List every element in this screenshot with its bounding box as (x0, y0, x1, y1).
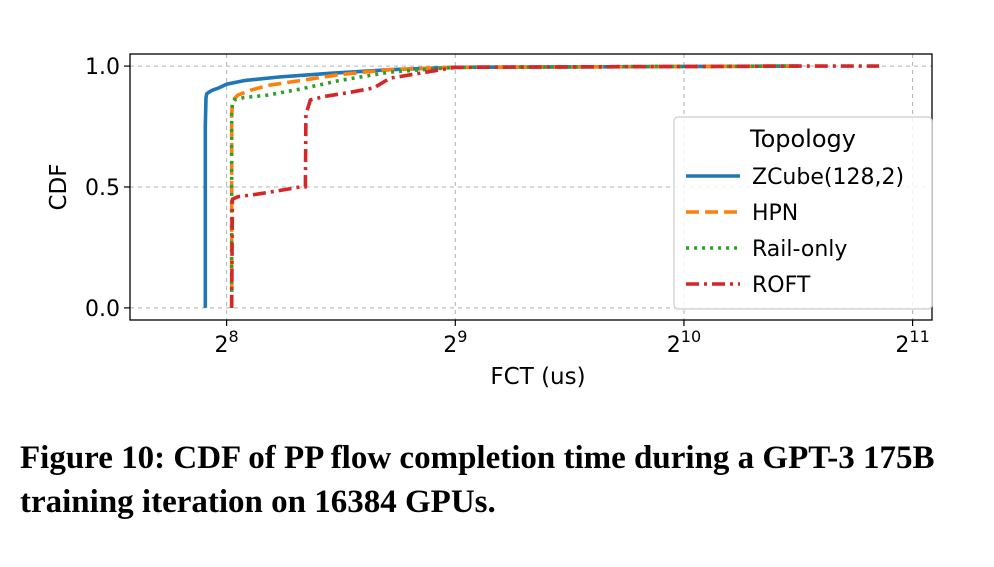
series-line-rail-only (229, 64, 799, 308)
x-axis-label: FCT (us) (490, 364, 585, 390)
series-line-hpn (229, 64, 799, 308)
y-tick-label: 0.0 (85, 297, 120, 322)
series-line-roft (229, 64, 880, 308)
x-tick-exponent: 8 (229, 327, 239, 346)
x-tick-label: 28 (215, 327, 239, 358)
x-tick-exponent: 11 (909, 327, 929, 346)
x-tick-label: 211 (895, 327, 929, 358)
series-lines (203, 64, 880, 308)
cdf-chart: 28 29 210 211 0.0 0.5 1.0 FCT (us) CDF Topolog… (46, 53, 933, 390)
figure-caption: Figure 10: CDF of PP flow completion tim… (20, 440, 935, 520)
legend-label: Rail-only (752, 237, 847, 262)
legend-label: ROFT (752, 273, 811, 298)
x-tick-label: 29 (443, 327, 467, 358)
legend: Topology ZCube(128,2) HPN Rail-only ROFT (673, 116, 933, 310)
legend-label: ZCube(128,2) (752, 165, 904, 190)
y-axis-label: CDF (46, 164, 72, 211)
legend-label: HPN (752, 201, 798, 226)
legend-title: Topology (749, 125, 856, 153)
x-tick-exponent: 10 (681, 327, 701, 346)
legend-box (673, 116, 933, 310)
x-tick-exponent: 9 (457, 327, 467, 346)
y-tick-label: 0.5 (85, 176, 120, 201)
series-line-zcube-128-2 (203, 64, 799, 308)
x-tick-label: 210 (667, 327, 701, 358)
y-tick-label: 1.0 (85, 55, 120, 80)
